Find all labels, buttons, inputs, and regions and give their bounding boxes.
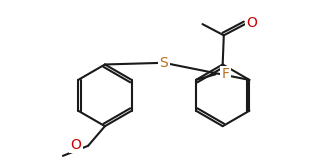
Text: O: O bbox=[246, 16, 257, 30]
Text: F: F bbox=[222, 67, 230, 81]
Text: S: S bbox=[159, 56, 168, 70]
Text: O: O bbox=[70, 138, 81, 152]
